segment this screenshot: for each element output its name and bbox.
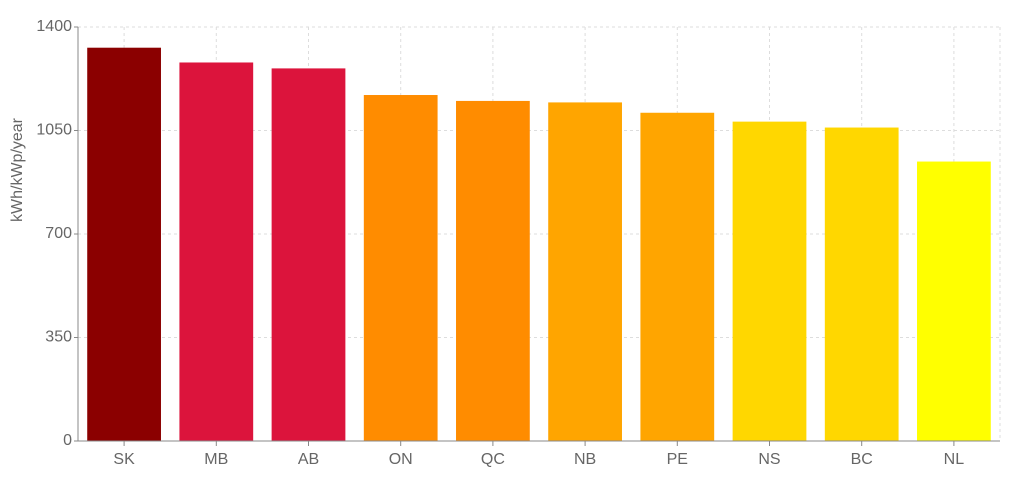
y-tick-label: 1400 <box>36 18 72 35</box>
y-axis-label: kWh/kWp/year <box>9 117 26 222</box>
y-tick-label: 0 <box>63 432 72 449</box>
x-tick-label: PE <box>667 451 688 468</box>
x-tick-label: BC <box>851 451 873 468</box>
bar <box>87 47 161 441</box>
y-tick-label: 700 <box>45 225 72 242</box>
bar <box>824 127 899 442</box>
bar <box>456 100 530 441</box>
x-tick-label: QC <box>481 451 505 468</box>
x-tick-label: SK <box>113 451 135 468</box>
x-tick-label: NS <box>758 451 780 468</box>
bar <box>179 62 254 441</box>
bar <box>548 102 622 442</box>
bar <box>917 161 991 442</box>
x-tick-label: AB <box>298 451 319 468</box>
y-tick-label: 350 <box>45 329 72 346</box>
x-tick-label: ON <box>389 451 413 468</box>
bar <box>640 112 715 441</box>
x-tick-label: NL <box>944 451 965 468</box>
bar <box>271 68 346 442</box>
x-tick-label: MB <box>204 451 228 468</box>
y-tick-label: 1050 <box>36 122 72 139</box>
bar <box>363 95 438 441</box>
x-tick-label: NB <box>574 451 596 468</box>
bar <box>732 121 807 441</box>
